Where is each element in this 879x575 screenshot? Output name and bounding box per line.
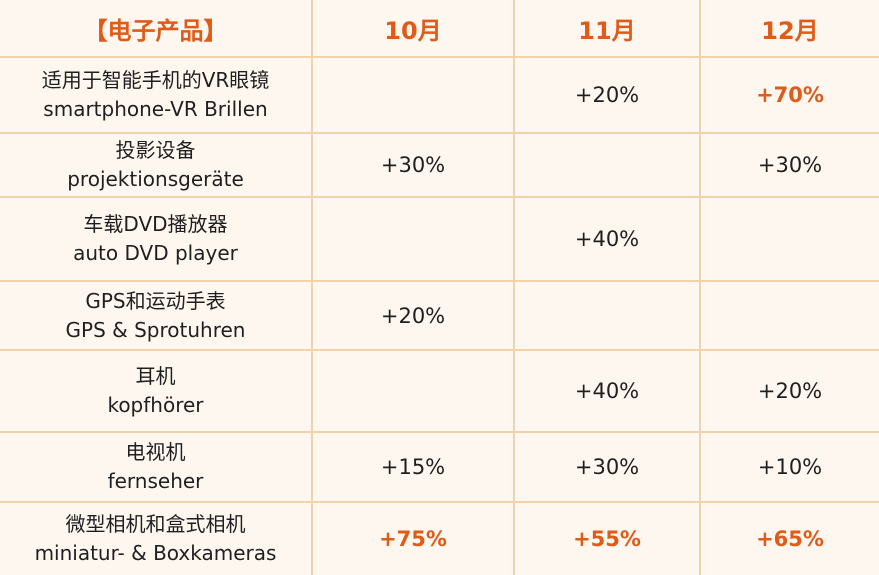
product-name-zh: 车载DVD播放器 bbox=[83, 212, 228, 236]
table-row: 适用于智能手机的VR眼镜 smartphone-VR Brillen +20% … bbox=[0, 56, 879, 133]
product-cell: 电视机 fernseher bbox=[0, 431, 312, 502]
table-row: 耳机 kopfhörer +40% +20% bbox=[0, 349, 879, 432]
header-product: 【电子产品】 bbox=[83, 16, 228, 45]
table-row: 投影设备 projektionsgeräte +30% +30% bbox=[0, 132, 879, 197]
value-october bbox=[311, 196, 514, 281]
product-cell: 车载DVD播放器 auto DVD player bbox=[0, 196, 312, 281]
value-october: +20% bbox=[311, 280, 514, 350]
value-december: +20% bbox=[699, 349, 879, 432]
value-november: +40% bbox=[513, 196, 700, 281]
value-december: +65% bbox=[699, 501, 879, 575]
product-name-en: smartphone-VR Brillen bbox=[43, 97, 268, 121]
product-name-zh: 耳机 bbox=[135, 364, 176, 388]
product-cell: 微型相机和盒式相机 miniatur- & Boxkameras bbox=[0, 501, 312, 575]
product-cell: 投影设备 projektionsgeräte bbox=[0, 132, 312, 197]
table-row: 微型相机和盒式相机 miniatur- & Boxkameras +75% +5… bbox=[0, 501, 879, 575]
table-row: GPS和运动手表 GPS & Sprotuhren +20% bbox=[0, 280, 879, 350]
product-cell: 适用于智能手机的VR眼镜 smartphone-VR Brillen bbox=[0, 56, 312, 133]
header-october: 10月 bbox=[311, 0, 514, 57]
value-november: +20% bbox=[513, 56, 700, 133]
value-december bbox=[699, 280, 879, 350]
value-december: +10% bbox=[699, 431, 879, 502]
value-december bbox=[699, 196, 879, 281]
table-row: 车载DVD播放器 auto DVD player +40% bbox=[0, 196, 879, 281]
value-october bbox=[311, 56, 514, 133]
product-name-zh: 投影设备 bbox=[115, 138, 196, 162]
product-name-en: fernseher bbox=[107, 469, 204, 493]
value-december: +70% bbox=[699, 56, 879, 133]
product-name-en: GPS & Sprotuhren bbox=[65, 317, 246, 342]
product-cell: GPS和运动手表 GPS & Sprotuhren bbox=[0, 280, 312, 350]
product-name-en: projektionsgeräte bbox=[67, 167, 244, 191]
value-december: +30% bbox=[699, 132, 879, 197]
product-name-zh: GPS和运动手表 bbox=[85, 288, 226, 313]
product-name-zh: 适用于智能手机的VR眼镜 bbox=[41, 68, 270, 92]
header-december: 12月 bbox=[699, 0, 879, 57]
value-october bbox=[311, 349, 514, 432]
product-name-en: miniatur- & Boxkameras bbox=[34, 541, 277, 565]
product-name-en: auto DVD player bbox=[73, 241, 238, 265]
value-november: +55% bbox=[513, 501, 700, 575]
table-row: 电视机 fernseher +15% +30% +10% bbox=[0, 431, 879, 502]
product-name-en: kopfhörer bbox=[107, 393, 204, 417]
value-november bbox=[513, 132, 700, 197]
value-november: +30% bbox=[513, 431, 700, 502]
product-name-zh: 微型相机和盒式相机 bbox=[65, 512, 246, 536]
value-october: +30% bbox=[311, 132, 514, 197]
value-november bbox=[513, 280, 700, 350]
header-november: 11月 bbox=[513, 0, 700, 57]
value-october: +75% bbox=[311, 501, 514, 575]
value-october: +15% bbox=[311, 431, 514, 502]
product-name-zh: 电视机 bbox=[125, 440, 186, 464]
header-row: 【电子产品】 10月 11月 12月 bbox=[0, 0, 879, 57]
product-cell: 耳机 kopfhörer bbox=[0, 349, 312, 432]
value-november: +40% bbox=[513, 349, 700, 432]
